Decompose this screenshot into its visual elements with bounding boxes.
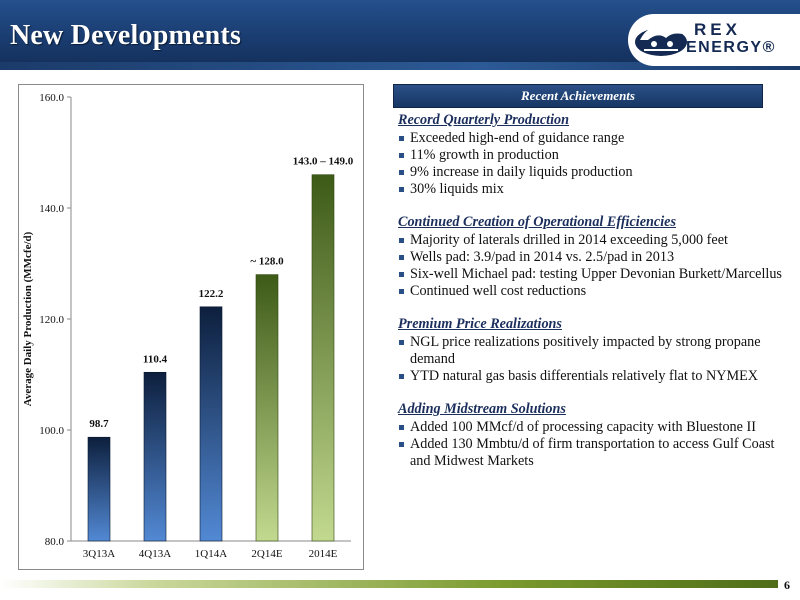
achievements-list: Record Quarterly Production Exceeded hig…	[398, 112, 783, 486]
achievement-section: Premium Price Realizations NGL price rea…	[398, 316, 783, 385]
bullet-item: Added 130 Mmbtu/d of firm transportation…	[398, 436, 783, 470]
bar	[199, 306, 223, 542]
x-tick-label: 2Q14E	[251, 548, 282, 560]
x-tick-label: 2014E	[309, 548, 338, 560]
bullet-item: YTD natural gas basis differentials rela…	[398, 368, 783, 385]
page-number: 6	[784, 578, 790, 592]
logo-text-energy: ENERGY®	[686, 39, 776, 56]
y-tick-label: 100.0	[39, 425, 64, 437]
recent-achievements-header: Recent Achievements	[393, 84, 763, 108]
production-chart-frame: 80.0 100.0 120.0 140.0 160.0 Average Daily Pr…	[18, 84, 364, 570]
y-tick-label: 160.0	[39, 92, 64, 104]
bullet-item: 30% liquids mix	[398, 181, 783, 198]
bar-data-label: 110.4	[143, 353, 168, 365]
company-logo: REX ENERGY®	[628, 14, 800, 66]
bar-data-label: ~ 128.0	[250, 256, 284, 268]
section-title: Premium Price Realizations	[398, 316, 562, 332]
bullet-item: 11% growth in production	[398, 147, 783, 164]
footer-accent-bar	[0, 580, 778, 588]
bar-data-label: 143.0 – 149.0	[293, 156, 354, 168]
achievement-section: Adding Midstream Solutions Added 100 MMc…	[398, 401, 783, 470]
y-tick-label: 140.0	[39, 203, 64, 215]
bar	[255, 274, 279, 542]
section-title: Record Quarterly Production	[398, 112, 570, 128]
y-tick-label: 80.0	[45, 536, 65, 548]
achievement-section: Continued Creation of Operational Effici…	[398, 214, 783, 300]
x-tick-label: 1Q14A	[195, 548, 227, 560]
bullet-item: NGL price realizations positively impact…	[398, 334, 783, 368]
banner-accent-strip	[0, 62, 800, 70]
bar-data-label: 98.7	[89, 418, 109, 430]
logo-text-rex: REX	[694, 20, 741, 39]
achievement-section: Record Quarterly Production Exceeded hig…	[398, 112, 783, 198]
bullet-item: Added 100 MMcf/d of processing capacity …	[398, 419, 783, 436]
bullet-item: 9% increase in daily liquids production	[398, 164, 783, 181]
production-chart: 80.0 100.0 120.0 140.0 160.0 Average Daily Pr…	[22, 92, 354, 560]
x-tick-label: 3Q13A	[83, 548, 115, 560]
logo-emblem-icon	[635, 26, 687, 56]
bar-data-label: 122.2	[199, 288, 224, 300]
y-axis-label: Average Daily Production (MMcfe/d)	[22, 231, 34, 406]
bar	[87, 436, 111, 542]
bullet-item: Majority of laterals drilled in 2014 exc…	[398, 232, 783, 249]
section-title: Adding Midstream Solutions	[398, 401, 566, 417]
bullet-item: Exceeded high-end of guidance range	[398, 130, 783, 147]
bar	[311, 174, 335, 542]
title-banner: New Developments REX ENERGY®	[0, 0, 800, 70]
x-tick-label: 4Q13A	[139, 548, 171, 560]
bullet-item: Six-well Michael pad: testing Upper Devo…	[398, 266, 783, 283]
bullet-item: Continued well cost reductions	[398, 283, 783, 300]
slide-title: New Developments	[10, 20, 242, 51]
y-tick-label: 120.0	[39, 314, 64, 326]
section-title: Continued Creation of Operational Effici…	[398, 214, 676, 230]
bar	[143, 371, 167, 542]
bullet-item: Wells pad: 3.9/pad in 2014 vs. 2.5/pad i…	[398, 249, 783, 266]
